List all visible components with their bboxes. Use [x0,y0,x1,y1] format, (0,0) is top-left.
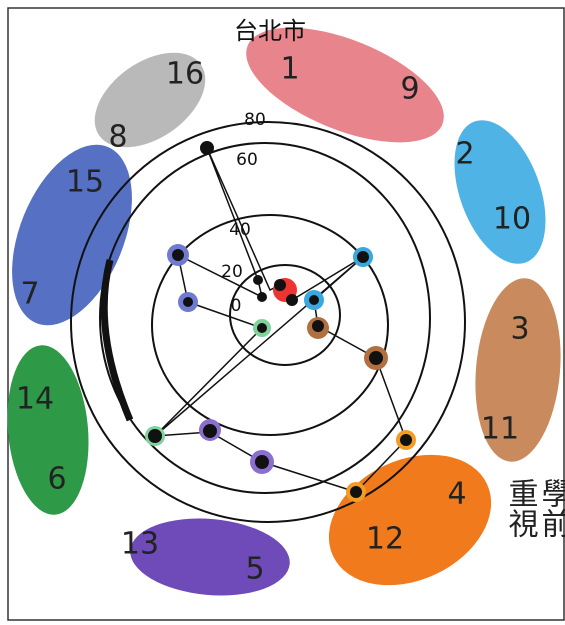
oval-number: 4 [447,477,466,512]
bold-arc [100,259,134,422]
oval-number: 16 [166,57,204,92]
title: 台北市 [234,17,306,45]
ring-40 [151,214,389,436]
dot [369,351,383,365]
side-text: 重視 [503,478,539,538]
oval-number: 10 [493,202,531,237]
ring-label: 40 [229,220,251,240]
ring-label: 0 [231,296,242,316]
oval-red [246,27,444,143]
oval-gray [94,52,206,148]
oval-brown [475,278,561,462]
side-text: 學前 [536,478,565,538]
dot [286,294,298,306]
oval-number: 2 [455,137,474,172]
ring-80 [99,142,431,494]
oval-number: 14 [16,382,54,417]
oval-number: 1 [280,52,299,87]
oval-number: 13 [121,527,159,562]
ring-outer [70,121,466,523]
ring-label: 80 [244,110,266,130]
oval-number: 12 [366,522,404,557]
dot [274,279,286,291]
oval-number: 11 [481,412,519,447]
dot [183,297,193,307]
oval-green [7,345,89,515]
oval-number: 8 [108,120,127,155]
ring-label: 20 [221,262,243,282]
oval-number: 7 [20,277,39,312]
connection [154,256,364,437]
dot [148,429,162,443]
dot [400,434,412,446]
dot [172,249,184,261]
oval-orange [328,454,492,586]
dot [255,455,269,469]
dot [200,141,214,155]
oval-number: 3 [510,312,529,347]
rings [70,121,466,523]
dot [350,486,362,498]
oval-number: 5 [245,552,264,587]
oval-blue [454,120,546,264]
oval-purple [130,518,290,596]
points [145,141,416,502]
ovals [7,27,561,596]
oval-darkblue [12,144,132,326]
dot [253,275,263,285]
dot [357,251,369,263]
dot [203,424,217,438]
oval-number: 6 [47,462,66,497]
ring-label: 60 [236,150,258,170]
oval-number: 9 [400,72,419,107]
dot [309,295,319,305]
ring-20 [229,264,341,366]
dot [257,292,267,302]
dot [312,320,324,332]
dot [257,323,267,333]
oval-number: 15 [66,165,104,200]
